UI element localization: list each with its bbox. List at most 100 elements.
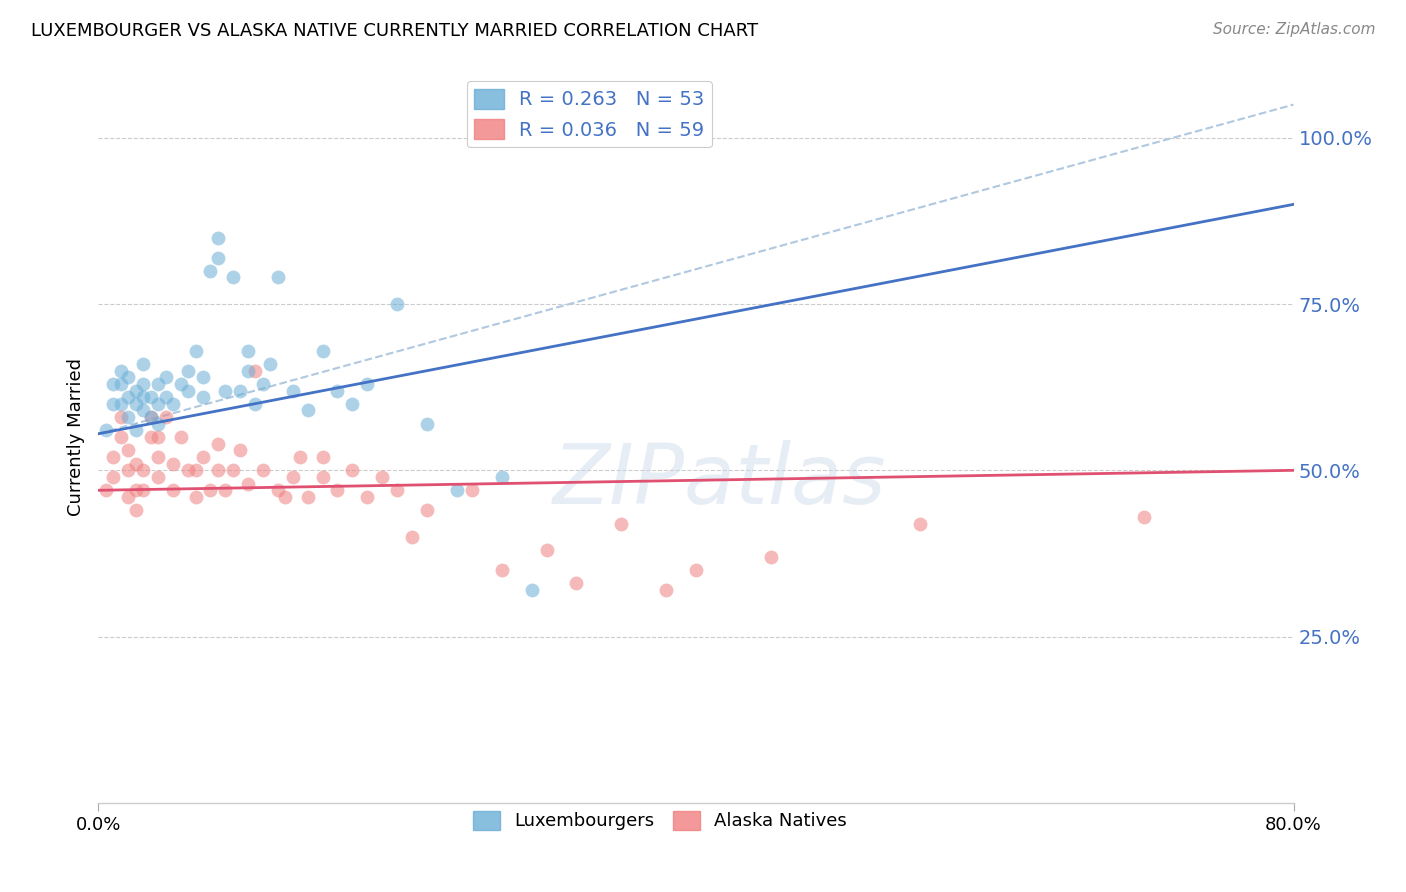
Point — [759, 549, 782, 564]
Point — [125, 397, 148, 411]
Point — [184, 343, 207, 358]
Point — [342, 397, 364, 411]
Point — [191, 390, 214, 404]
Point — [326, 384, 349, 398]
Point — [491, 470, 513, 484]
Point — [155, 370, 177, 384]
Point — [236, 343, 259, 358]
Point — [177, 363, 200, 377]
Point — [416, 503, 439, 517]
Point — [245, 363, 267, 377]
Point — [401, 530, 423, 544]
Point — [103, 376, 125, 391]
Point — [169, 430, 191, 444]
Point — [371, 470, 394, 484]
Point — [139, 410, 162, 425]
Point — [117, 443, 139, 458]
Point — [110, 397, 132, 411]
Point — [132, 376, 155, 391]
Point — [148, 376, 170, 391]
Point — [148, 397, 170, 411]
Point — [446, 483, 468, 498]
Point — [267, 483, 290, 498]
Point — [236, 476, 259, 491]
Point — [110, 363, 132, 377]
Point — [148, 417, 170, 431]
Point — [356, 490, 378, 504]
Point — [229, 384, 252, 398]
Point — [288, 450, 311, 464]
Point — [385, 483, 409, 498]
Point — [274, 490, 297, 504]
Point — [139, 430, 162, 444]
Point — [461, 483, 484, 498]
Point — [117, 463, 139, 477]
Point — [125, 384, 148, 398]
Point — [162, 457, 184, 471]
Legend: Luxembourgers, Alaska Natives: Luxembourgers, Alaska Natives — [465, 804, 855, 838]
Point — [132, 357, 155, 371]
Point — [385, 297, 409, 311]
Point — [610, 516, 633, 531]
Point — [148, 430, 170, 444]
Point — [252, 463, 274, 477]
Point — [132, 390, 155, 404]
Point — [326, 483, 349, 498]
Point — [311, 343, 333, 358]
Point — [520, 582, 543, 597]
Point — [117, 490, 139, 504]
Point — [169, 376, 191, 391]
Point — [565, 576, 588, 591]
Point — [148, 470, 170, 484]
Point — [132, 403, 155, 417]
Point — [281, 470, 304, 484]
Point — [103, 397, 125, 411]
Point — [536, 543, 558, 558]
Point — [184, 490, 207, 504]
Point — [125, 503, 148, 517]
Point — [117, 410, 139, 425]
Point — [94, 483, 117, 498]
Point — [132, 483, 155, 498]
Point — [655, 582, 678, 597]
Point — [155, 390, 177, 404]
Point — [207, 463, 229, 477]
Point — [311, 470, 333, 484]
Point — [110, 410, 132, 425]
Point — [177, 463, 200, 477]
Point — [139, 410, 162, 425]
Point — [267, 270, 290, 285]
Point — [117, 390, 139, 404]
Text: Source: ZipAtlas.com: Source: ZipAtlas.com — [1212, 22, 1375, 37]
Text: ZIPatlas: ZIPatlas — [553, 441, 887, 522]
Point — [222, 463, 245, 477]
Point — [229, 443, 252, 458]
Point — [148, 450, 170, 464]
Point — [236, 363, 259, 377]
Y-axis label: Currently Married: Currently Married — [66, 358, 84, 516]
Point — [342, 463, 364, 477]
Point — [110, 430, 132, 444]
Point — [214, 384, 236, 398]
Point — [162, 483, 184, 498]
Point — [177, 384, 200, 398]
Point — [103, 470, 125, 484]
Point — [491, 563, 513, 577]
Point — [214, 483, 236, 498]
Point — [200, 264, 222, 278]
Point — [259, 357, 281, 371]
Point — [125, 424, 148, 438]
Point — [155, 410, 177, 425]
Text: LUXEMBOURGER VS ALASKA NATIVE CURRENTLY MARRIED CORRELATION CHART: LUXEMBOURGER VS ALASKA NATIVE CURRENTLY … — [31, 22, 758, 40]
Point — [281, 384, 304, 398]
Point — [191, 450, 214, 464]
Point — [110, 376, 132, 391]
Point — [132, 463, 155, 477]
Point — [207, 251, 229, 265]
Point — [191, 370, 214, 384]
Point — [184, 463, 207, 477]
Point — [94, 424, 117, 438]
Point — [356, 376, 378, 391]
Point — [103, 450, 125, 464]
Point — [908, 516, 931, 531]
